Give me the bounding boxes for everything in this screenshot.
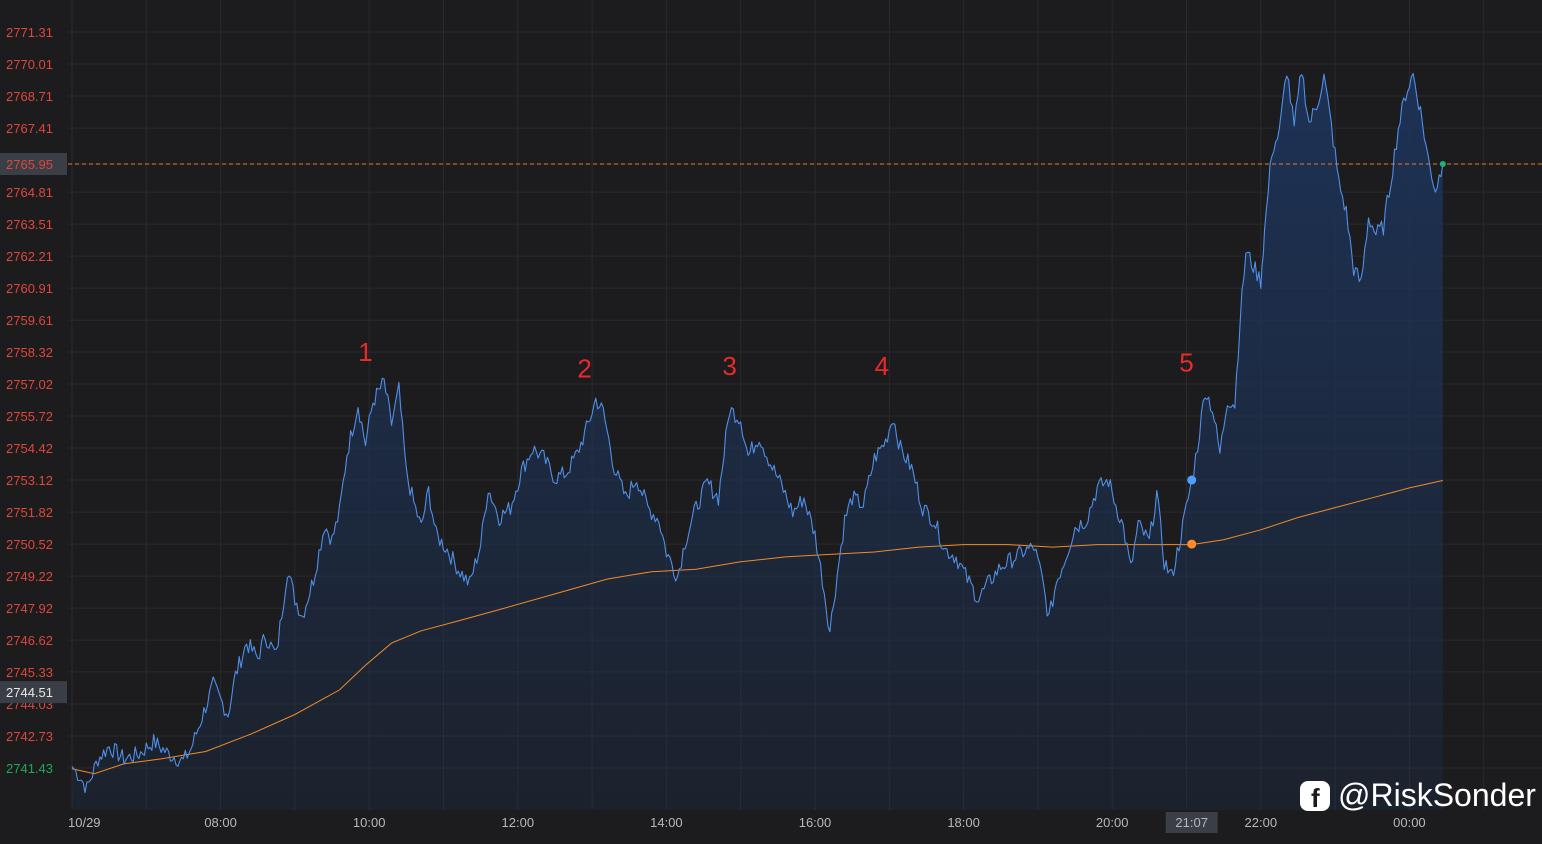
- y-tick-label: 2764.81: [6, 185, 53, 200]
- last-price-dot: [1439, 161, 1446, 168]
- facebook-icon: [1300, 781, 1330, 811]
- y-tick-label: 2767.41: [6, 121, 53, 136]
- y-tick-label: 2758.32: [6, 345, 53, 360]
- wave-label-4: 4: [875, 351, 889, 381]
- x-tick-label: 10:00: [353, 815, 386, 830]
- x-tick-label: 08:00: [204, 815, 237, 830]
- y-tick-label: 2751.82: [6, 505, 53, 520]
- wave-label-1: 1: [358, 337, 372, 367]
- crosshair-ma-dot: [1187, 539, 1197, 549]
- wave-label-5: 5: [1179, 347, 1193, 377]
- y-tick-label: 2762.21: [6, 249, 53, 264]
- x-tick-label: 20:00: [1096, 815, 1129, 830]
- crosshair-price-tag: [0, 681, 67, 704]
- price-line: [71, 72, 1444, 794]
- x-tick-label: 22:00: [1245, 815, 1278, 830]
- y-tick-label: 2763.51: [6, 217, 53, 232]
- y-tick-label: 2757.02: [6, 377, 53, 392]
- y-tick-label: 2753.12: [6, 473, 53, 488]
- y-tick-label: 2746.62: [6, 633, 53, 648]
- current-price-tag-label: 2765.95: [6, 157, 53, 172]
- price-area-fill: [72, 73, 1443, 810]
- current-price-tag: [0, 153, 67, 176]
- x-tick-label: 18:00: [947, 815, 980, 830]
- crosshair-price-dot: [1187, 475, 1197, 485]
- y-tick-label: 2745.33: [6, 665, 53, 680]
- y-tick-label: 2741.43: [6, 761, 53, 776]
- y-tick-label: 2747.92: [6, 601, 53, 616]
- y-tick-label: 2760.91: [6, 281, 53, 296]
- watermark-text: @RiskSonder: [1338, 777, 1536, 813]
- x-tick-label: 14:00: [650, 815, 683, 830]
- watermark: f @RiskSonder: [1300, 777, 1536, 813]
- y-tick-label: 2750.52: [6, 537, 53, 552]
- wave-label-3: 3: [722, 351, 736, 381]
- y-tick-label: 2755.72: [6, 409, 53, 424]
- moving-average-line: [71, 480, 1443, 775]
- facebook-icon-glyph: f: [1311, 783, 1320, 813]
- y-tick-label: 2768.71: [6, 89, 53, 104]
- x-tick-label: 16:00: [799, 815, 832, 830]
- crosshair-price-tag-label: 2744.51: [6, 685, 53, 700]
- y-tick-label: 2749.22: [6, 569, 53, 584]
- x-tick-label: 00:00: [1393, 815, 1426, 830]
- crosshair-time-tag-label: 21:07: [1175, 815, 1208, 830]
- y-tick-label: 2771.31: [6, 25, 53, 40]
- crosshair-time-tag: [1165, 812, 1218, 833]
- x-tick-label: 10/29: [68, 815, 101, 830]
- x-tick-label: 12:00: [502, 815, 535, 830]
- wave-label-2: 2: [577, 353, 591, 383]
- y-tick-label: 2742.73: [6, 729, 53, 744]
- y-tick-label: 2754.42: [6, 441, 53, 456]
- y-tick-label: 2770.01: [6, 57, 53, 72]
- y-tick-label: 2759.61: [6, 313, 53, 328]
